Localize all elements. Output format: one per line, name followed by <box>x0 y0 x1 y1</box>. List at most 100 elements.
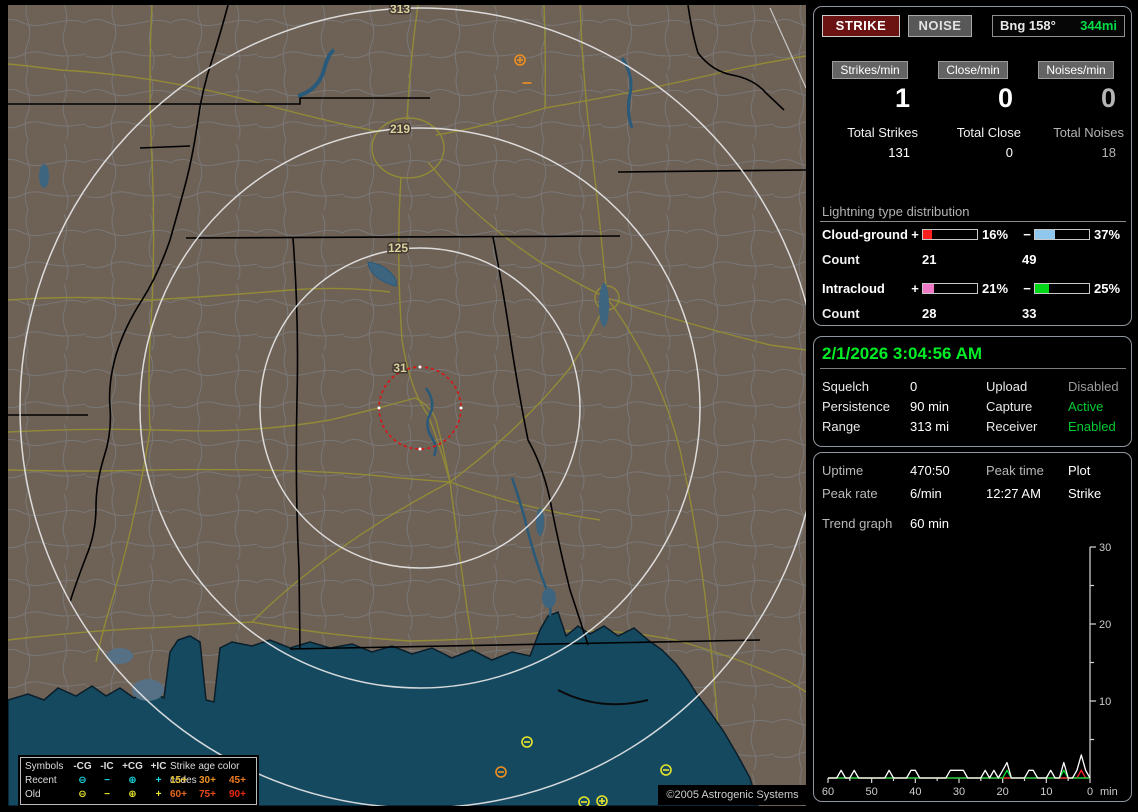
legend-row-label: Old <box>25 789 41 800</box>
strike-symbol-+CG <box>596 795 608 806</box>
noises-column: Noises/min 0 Total Noises 18 <box>1026 61 1126 160</box>
cloud-ground-row: Cloud-ground + 16% − 37% <box>822 227 1128 242</box>
strike-symbol--CG <box>578 796 590 806</box>
pos-ic-recent-icon: + <box>155 775 162 786</box>
capture-status: Active <box>1068 399 1104 414</box>
strike-counters-panel: STRIKE NOISE Bng 158° 344mi Strikes/min … <box>813 6 1132 326</box>
minus-sign: − <box>1023 281 1031 296</box>
legend-col-pic: +IC <box>150 761 167 772</box>
pos-ic-old-icon: + <box>155 789 162 800</box>
strikes-rate: 1 <box>894 83 910 113</box>
ring-distance-labels: 313 219 125 31 <box>386 5 411 377</box>
peak-rate-value: 6/min <box>910 486 942 501</box>
legend-age-title: Strike age color codes <box>170 761 240 786</box>
svg-text:30: 30 <box>1099 542 1111 554</box>
strikes-per-min-chip: Strikes/min <box>832 61 908 79</box>
noises-rate: 0 <box>1100 83 1116 113</box>
plus-sign: + <box>911 227 919 242</box>
lightning-map[interactable]: 313 219 125 31 <box>0 0 810 812</box>
age-30: 30+ <box>199 775 216 786</box>
intracloud-row: Intracloud + 21% − 25% <box>822 281 1128 296</box>
svg-text:20: 20 <box>1099 619 1111 631</box>
bearing-value: Bng 158° <box>1000 18 1056 33</box>
strike-symbol--CG <box>521 736 533 748</box>
svg-text:31: 31 <box>393 361 407 375</box>
neg-ic-bar <box>1034 283 1090 294</box>
strike-toggle-button[interactable]: STRIKE <box>822 15 900 37</box>
pos-cg-pct: 16% <box>982 227 1009 242</box>
legend-row-label: Recent <box>25 775 57 786</box>
intracloud-counts: Count 28 33 <box>822 306 1128 321</box>
legend-col-nic: -IC <box>100 761 114 772</box>
symbols-legend: Symbols -CG -IC +CG +IC Strike age color… <box>20 757 257 805</box>
age-75: 75+ <box>199 789 216 800</box>
svg-text:219: 219 <box>390 122 410 136</box>
bearing-range-value: 344mi <box>1080 18 1117 33</box>
close-ring-ticks <box>377 365 463 451</box>
close-per-min-chip: Close/min <box>938 61 1008 79</box>
squelch-label: Squelch <box>822 379 869 394</box>
total-close-value: 0 <box>1005 145 1013 160</box>
total-strikes-label: Total Strikes <box>847 125 918 140</box>
datetime-display: 2/1/2026 3:04:56 AM <box>822 344 983 363</box>
strike-symbols <box>495 54 672 806</box>
trend-series-Strikes/min <box>828 754 1091 779</box>
pos-ic-count: 28 <box>922 306 937 321</box>
svg-text:min: min <box>1100 786 1118 798</box>
noises-per-min-chip: Noises/min <box>1038 61 1114 79</box>
trend-graph-label: Trend graph <box>822 516 893 531</box>
uptime-value: 470:50 <box>910 463 950 478</box>
capture-label: Capture <box>986 399 1033 414</box>
total-close-label: Total Close <box>956 125 1021 140</box>
plot-label: Plot <box>1068 463 1091 478</box>
svg-text:10: 10 <box>1099 696 1111 708</box>
minus-sign: − <box>1023 227 1031 242</box>
legend-title: Symbols <box>25 761 64 772</box>
range-rings <box>19 7 806 806</box>
neg-cg-recent-icon: ⊖ <box>78 775 87 786</box>
count-label: Count <box>822 252 860 267</box>
count-label: Count <box>822 306 860 321</box>
neg-ic-old-icon: − <box>104 789 110 800</box>
age-60: 60+ <box>170 789 187 800</box>
pos-cg-count: 21 <box>922 252 937 267</box>
upload-label: Upload <box>986 379 1028 394</box>
trend-graph: 10 20 30 0 10 20 30 40 50 60 min <box>822 542 1118 798</box>
cloud-ground-counts: Count 21 49 <box>822 252 1128 267</box>
svg-text:50: 50 <box>866 786 878 798</box>
peak-rate-label: Peak rate <box>822 486 878 501</box>
neg-cg-pct: 37% <box>1094 227 1121 242</box>
plus-sign: + <box>911 281 919 296</box>
peak-time-label: Peak time <box>986 463 1044 478</box>
svg-text:125: 125 <box>388 241 408 255</box>
strike-symbol--CG <box>495 766 507 778</box>
total-noises-value: 18 <box>1101 145 1116 160</box>
pos-cg-recent-icon: ⊕ <box>128 775 137 786</box>
state-borders <box>8 5 806 650</box>
svg-text:30: 30 <box>953 786 965 798</box>
pos-ic-bar <box>922 283 978 294</box>
neg-cg-old-icon: ⊖ <box>78 789 87 800</box>
receiver-status: Enabled <box>1068 419 1116 434</box>
legend-col-pcg: +CG <box>122 761 143 772</box>
strike-symbol--CG <box>660 764 672 776</box>
svg-text:20: 20 <box>997 786 1009 798</box>
intracloud-label: Intracloud <box>822 281 885 296</box>
barrier-islands <box>557 689 649 706</box>
strike-symbol-+CG <box>514 54 526 66</box>
bearing-readout: Bng 158° 344mi <box>992 15 1125 37</box>
neg-ic-recent-icon: − <box>104 775 110 786</box>
squelch-value: 0 <box>910 379 918 394</box>
persistence-value: 90 min <box>910 399 950 414</box>
plot-mode-value: Strike <box>1068 486 1102 501</box>
range-label: Range <box>822 419 861 434</box>
legend-col-ncg: -CG <box>73 761 92 772</box>
neg-cg-bar <box>1034 229 1090 240</box>
pos-ic-pct: 21% <box>982 281 1009 296</box>
peak-time-value: 12:27 AM <box>986 486 1041 501</box>
age-15: 15+ <box>170 775 187 786</box>
strikes-column: Strikes/min 1 Total Strikes 131 <box>820 61 920 160</box>
svg-text:0: 0 <box>1087 786 1093 798</box>
noise-toggle-button[interactable]: NOISE <box>908 15 972 37</box>
close-column: Close/min 0 Total Close 0 <box>923 61 1023 160</box>
